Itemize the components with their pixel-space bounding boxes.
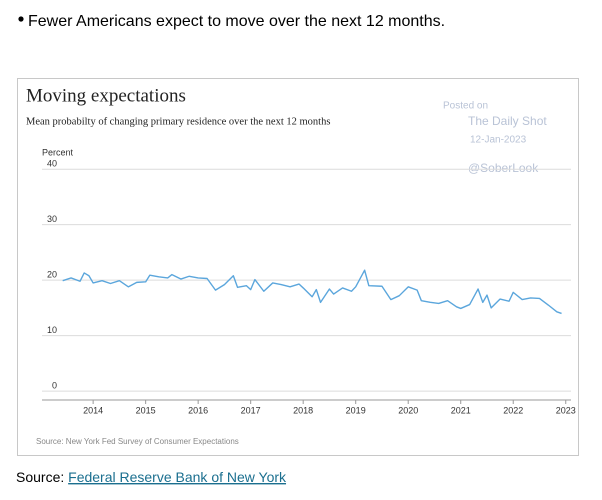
y-tick-label: 10 — [47, 325, 57, 335]
y-tick-label: 40 — [47, 159, 57, 169]
watermark: The Daily Shot — [468, 114, 547, 128]
x-tick-label: 2014 — [83, 405, 103, 415]
source-link[interactable]: Federal Reserve Bank of New York — [68, 469, 287, 485]
chart-source: Source: New York Fed Survey of Consumer … — [36, 437, 239, 446]
x-tick-label: 2016 — [188, 405, 208, 415]
watermark: @SoberLook — [468, 161, 539, 175]
x-tick-label: 2017 — [241, 405, 261, 415]
watermark: 12-Jan-2023 — [470, 135, 527, 146]
chart-frame — [17, 78, 579, 456]
source-prefix: Source: — [16, 469, 68, 485]
x-tick-label: 2019 — [346, 405, 366, 415]
x-tick-label: 2021 — [451, 405, 471, 415]
y-axis-label: Percent — [42, 147, 74, 157]
x-tick-label: 2020 — [398, 405, 418, 415]
x-tick-label: 2022 — [503, 405, 523, 415]
bullet-dot — [18, 16, 24, 22]
y-tick-label: 0 — [52, 380, 57, 390]
source-label: Source: Federal Reserve Bank of New York — [16, 469, 287, 485]
y-tick-label: 20 — [47, 270, 57, 280]
chart-title: Moving expectations — [26, 85, 186, 106]
y-tick-label: 30 — [47, 214, 57, 224]
line-series — [62, 269, 562, 315]
x-tick-label: 2023 — [556, 405, 576, 415]
bullet-text: Fewer Americans expect to move over the … — [28, 13, 445, 30]
chart-subtitle: Mean probabilty of changing primary resi… — [26, 116, 330, 127]
x-tick-label: 2018 — [293, 405, 313, 415]
x-tick-label: 2015 — [136, 405, 156, 415]
watermark: Posted on — [443, 101, 488, 112]
